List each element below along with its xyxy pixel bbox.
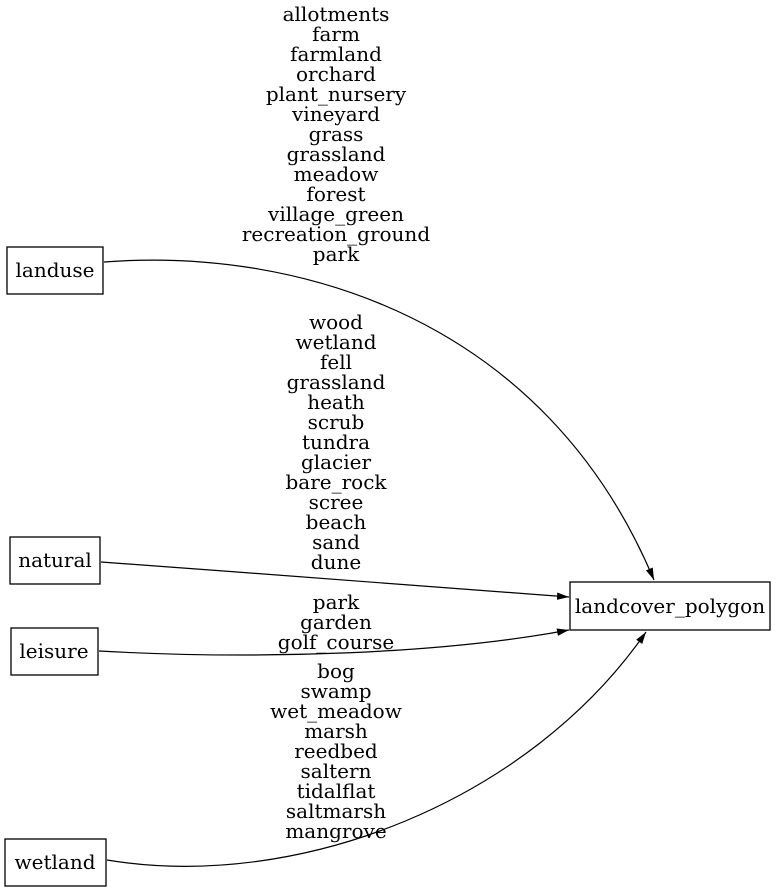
edge-label-wetland-values: bog swamp wet_meadow marsh reedbed salte…: [270, 659, 402, 843]
edge-natural-to-landcover-polygon: [100, 561, 570, 600]
node-landuse: landuse: [6, 246, 104, 295]
edge-value: reedbed: [294, 739, 378, 763]
edge-value: mangrove: [285, 819, 386, 843]
node-natural-label: natural: [18, 548, 92, 572]
edge-value: meadow: [294, 162, 379, 186]
edge-leisure-to-landcover-polygon: [98, 628, 570, 656]
edge-value: sand: [312, 530, 360, 554]
edge-value: grass: [309, 122, 364, 146]
edge-value: grassland: [287, 370, 386, 394]
edge-value: tundra: [302, 430, 370, 454]
edge-value: marsh: [304, 719, 368, 743]
edge-value: park: [313, 590, 360, 614]
edge-label-natural-values: wood wetland fell grassland heath scrub …: [285, 310, 387, 574]
edge-value: vineyard: [291, 102, 380, 126]
edge-value: farm: [312, 22, 360, 46]
edge-value: swamp: [300, 679, 371, 703]
node-natural: natural: [9, 536, 101, 585]
edge-value: farmland: [290, 42, 382, 66]
edge-value: wood: [309, 310, 363, 334]
edge-value: tidalflat: [297, 779, 376, 803]
node-landcover-polygon-box: [569, 581, 771, 631]
node-landcover-polygon: landcover_polygon: [569, 581, 771, 631]
node-natural-box: [9, 536, 101, 585]
edge-value: bog: [317, 659, 355, 683]
edge-value: forest: [306, 182, 365, 206]
edge-value: wetland: [296, 330, 377, 354]
edge-value: recreation_ground: [242, 222, 430, 246]
edge-value: plant_nursery: [266, 82, 407, 106]
node-leisure: leisure: [10, 627, 99, 676]
edge-wetland-to-landcover-polygon: [106, 631, 647, 867]
node-landuse-box: [6, 246, 104, 295]
edge-value: dune: [311, 550, 361, 574]
edge-value: glacier: [301, 450, 372, 474]
edge-value: saltern: [301, 759, 372, 783]
node-wetland: wetland: [4, 838, 107, 887]
edge-value: scrub: [308, 410, 365, 434]
node-leisure-label: leisure: [19, 639, 88, 663]
edge-value: wet_meadow: [270, 699, 402, 723]
edge-value: heath: [307, 390, 365, 414]
edge-landuse-to-landcover-polygon: [103, 259, 655, 581]
edge-value: grassland: [287, 142, 386, 166]
edge-value: orchard: [296, 62, 376, 86]
edge-value: garden: [300, 610, 372, 634]
node-wetland-box: [4, 838, 107, 887]
edge-value: fell: [320, 350, 352, 374]
edge-value: allotments: [283, 2, 390, 26]
edge-value: scree: [309, 490, 364, 514]
edge-value: park: [313, 242, 360, 266]
edge-value: beach: [306, 510, 367, 534]
edge-value: village_green: [267, 202, 404, 226]
edge-label-landuse-values: allotments farm farmland orchard plant_n…: [242, 2, 430, 266]
node-wetland-label: wetland: [15, 850, 96, 874]
edge-value: bare_rock: [285, 470, 387, 494]
node-landuse-label: landuse: [16, 258, 95, 282]
node-landcover-polygon-label: landcover_polygon: [575, 594, 765, 618]
edge-label-leisure-values: park garden golf_course: [278, 590, 394, 654]
edge-value: golf_course: [278, 630, 394, 654]
node-leisure-box: [10, 627, 99, 676]
edge-value: saltmarsh: [286, 799, 386, 823]
